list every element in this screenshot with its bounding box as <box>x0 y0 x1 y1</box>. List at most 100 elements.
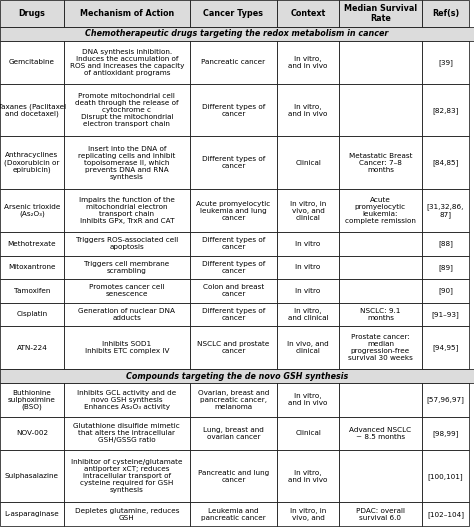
Bar <box>339 417 422 450</box>
Bar <box>64 303 190 326</box>
Bar <box>277 256 339 279</box>
Bar <box>277 84 339 136</box>
Bar <box>422 326 469 369</box>
Bar <box>277 41 339 84</box>
Bar <box>64 450 190 503</box>
Bar <box>190 84 277 136</box>
Text: [94,95]: [94,95] <box>432 344 459 351</box>
Text: Pancreatic cancer: Pancreatic cancer <box>201 59 265 65</box>
Text: Ref(s): Ref(s) <box>432 9 459 18</box>
Bar <box>339 279 422 303</box>
Text: Promote mitochondrial cell
death through the release of
cytochrome c
Disrupt the: Promote mitochondrial cell death through… <box>75 93 179 127</box>
Bar <box>0 450 64 503</box>
Text: Anthracyclines
(Doxorubicin or
epirubicin): Anthracyclines (Doxorubicin or epirubici… <box>4 152 60 173</box>
Text: Pancreatic and lung
cancer: Pancreatic and lung cancer <box>198 470 269 483</box>
Text: In vitro: In vitro <box>295 288 321 294</box>
Bar <box>422 450 469 503</box>
Text: Depletes glutamine, reduces
GSH: Depletes glutamine, reduces GSH <box>74 508 179 521</box>
Bar <box>0 232 64 256</box>
Bar <box>339 503 422 526</box>
Bar <box>422 303 469 326</box>
Bar <box>0 84 64 136</box>
Bar <box>0 41 64 84</box>
Bar <box>0 279 64 303</box>
Bar <box>277 326 339 369</box>
Bar <box>277 383 339 417</box>
Text: Different types of
cancer: Different types of cancer <box>202 237 265 250</box>
Bar <box>64 189 190 232</box>
Text: Leukemia and
pancreatic cancer: Leukemia and pancreatic cancer <box>201 508 266 521</box>
Text: Drugs: Drugs <box>18 9 46 18</box>
Text: In vivo, and
clinical: In vivo, and clinical <box>287 341 329 354</box>
Text: Generation of nuclear DNA
adducts: Generation of nuclear DNA adducts <box>78 308 175 321</box>
Text: Median Survival
Rate: Median Survival Rate <box>344 4 417 23</box>
Bar <box>0 417 64 450</box>
Text: Compounds targeting the de novo GSH synthesis: Compounds targeting the de novo GSH synt… <box>126 372 348 381</box>
Bar <box>339 0 422 26</box>
Bar <box>0 189 64 232</box>
Text: Lung, breast and
ovarian cancer: Lung, breast and ovarian cancer <box>203 427 264 440</box>
Bar <box>422 417 469 450</box>
Bar <box>277 232 339 256</box>
Bar <box>64 256 190 279</box>
Bar <box>64 417 190 450</box>
Text: L-asparaginase: L-asparaginase <box>5 511 59 517</box>
Bar <box>422 232 469 256</box>
Text: Different types of
cancer: Different types of cancer <box>202 308 265 321</box>
Bar <box>277 189 339 232</box>
Bar <box>422 84 469 136</box>
Bar <box>190 383 277 417</box>
Bar <box>0 136 64 189</box>
Text: Mechanism of Action: Mechanism of Action <box>80 9 174 18</box>
Bar <box>339 326 422 369</box>
Text: Clinical: Clinical <box>295 160 321 166</box>
Text: In vitro: In vitro <box>295 265 321 270</box>
Bar <box>339 450 422 503</box>
Bar <box>64 41 190 84</box>
Text: Tamoxifen: Tamoxifen <box>14 288 50 294</box>
Text: Context: Context <box>291 9 326 18</box>
Bar <box>339 303 422 326</box>
Bar <box>339 383 422 417</box>
Text: Advanced NSCLC
~ 8.5 months: Advanced NSCLC ~ 8.5 months <box>349 427 411 440</box>
Text: Glutathione disulfide mimetic
that alters the intracellular
GSH/GSSG ratio: Glutathione disulfide mimetic that alter… <box>73 423 180 443</box>
Text: Inhibits GCL activity and de
novo GSH synthesis
Enhances As₂O₃ activity: Inhibits GCL activity and de novo GSH sy… <box>77 390 176 410</box>
Text: Ovarian, breast and
pancreatic cancer,
melanoma: Ovarian, breast and pancreatic cancer, m… <box>198 390 269 410</box>
Text: [82,83]: [82,83] <box>432 107 459 114</box>
Bar <box>0 383 64 417</box>
Text: Clinical: Clinical <box>295 430 321 436</box>
Bar <box>190 303 277 326</box>
Text: Methotrexate: Methotrexate <box>8 241 56 247</box>
Bar <box>0 369 474 383</box>
Bar <box>190 232 277 256</box>
Bar <box>422 0 469 26</box>
Text: In vitro, in
vivo, and
clinical: In vitro, in vivo, and clinical <box>290 201 326 221</box>
Bar <box>277 417 339 450</box>
Bar <box>64 136 190 189</box>
Text: Acute
promyelocytic
leukemia:
complete remission: Acute promyelocytic leukemia: complete r… <box>345 197 416 224</box>
Bar <box>422 279 469 303</box>
Text: In vitro,
and in vivo: In vitro, and in vivo <box>288 470 328 483</box>
Text: Inhibitor of cysteine/glutamate
antiporter xCT; reduces
intracellular transport : Inhibitor of cysteine/glutamate antiport… <box>71 459 182 493</box>
Text: Insert into the DNA of
replicating cells and inhibit
topoisomerase II, which
pre: Insert into the DNA of replicating cells… <box>78 146 175 180</box>
Bar <box>277 303 339 326</box>
Text: Acute promyelocytic
leukemia and lung
cancer: Acute promyelocytic leukemia and lung ca… <box>196 201 271 221</box>
Text: Impairs the function of the
mitochondrial electron
transport chain
Inhibits GPx,: Impairs the function of the mitochondria… <box>79 197 175 224</box>
Bar <box>277 450 339 503</box>
Bar <box>0 26 474 41</box>
Text: Promotes cancer cell
senescence: Promotes cancer cell senescence <box>89 285 164 297</box>
Bar <box>0 256 64 279</box>
Text: [31,32,86,
87]: [31,32,86, 87] <box>427 203 464 218</box>
Text: DNA synthesis inhibition.
Induces the accumulation of
ROS and increases the capa: DNA synthesis inhibition. Induces the ac… <box>70 49 184 76</box>
Bar <box>422 136 469 189</box>
Text: Triggers ROS-associated cell
apoptosis: Triggers ROS-associated cell apoptosis <box>76 237 178 250</box>
Text: [102–104]: [102–104] <box>427 511 464 517</box>
Bar <box>422 503 469 526</box>
Text: Different types of
cancer: Different types of cancer <box>202 156 265 169</box>
Text: [88]: [88] <box>438 240 453 247</box>
Bar <box>190 189 277 232</box>
Text: Cisplatin: Cisplatin <box>17 312 47 317</box>
Text: In vitro, in
vivo, and: In vitro, in vivo, and <box>290 508 326 521</box>
Text: In vitro,
and in vivo: In vitro, and in vivo <box>288 393 328 407</box>
Bar <box>339 232 422 256</box>
